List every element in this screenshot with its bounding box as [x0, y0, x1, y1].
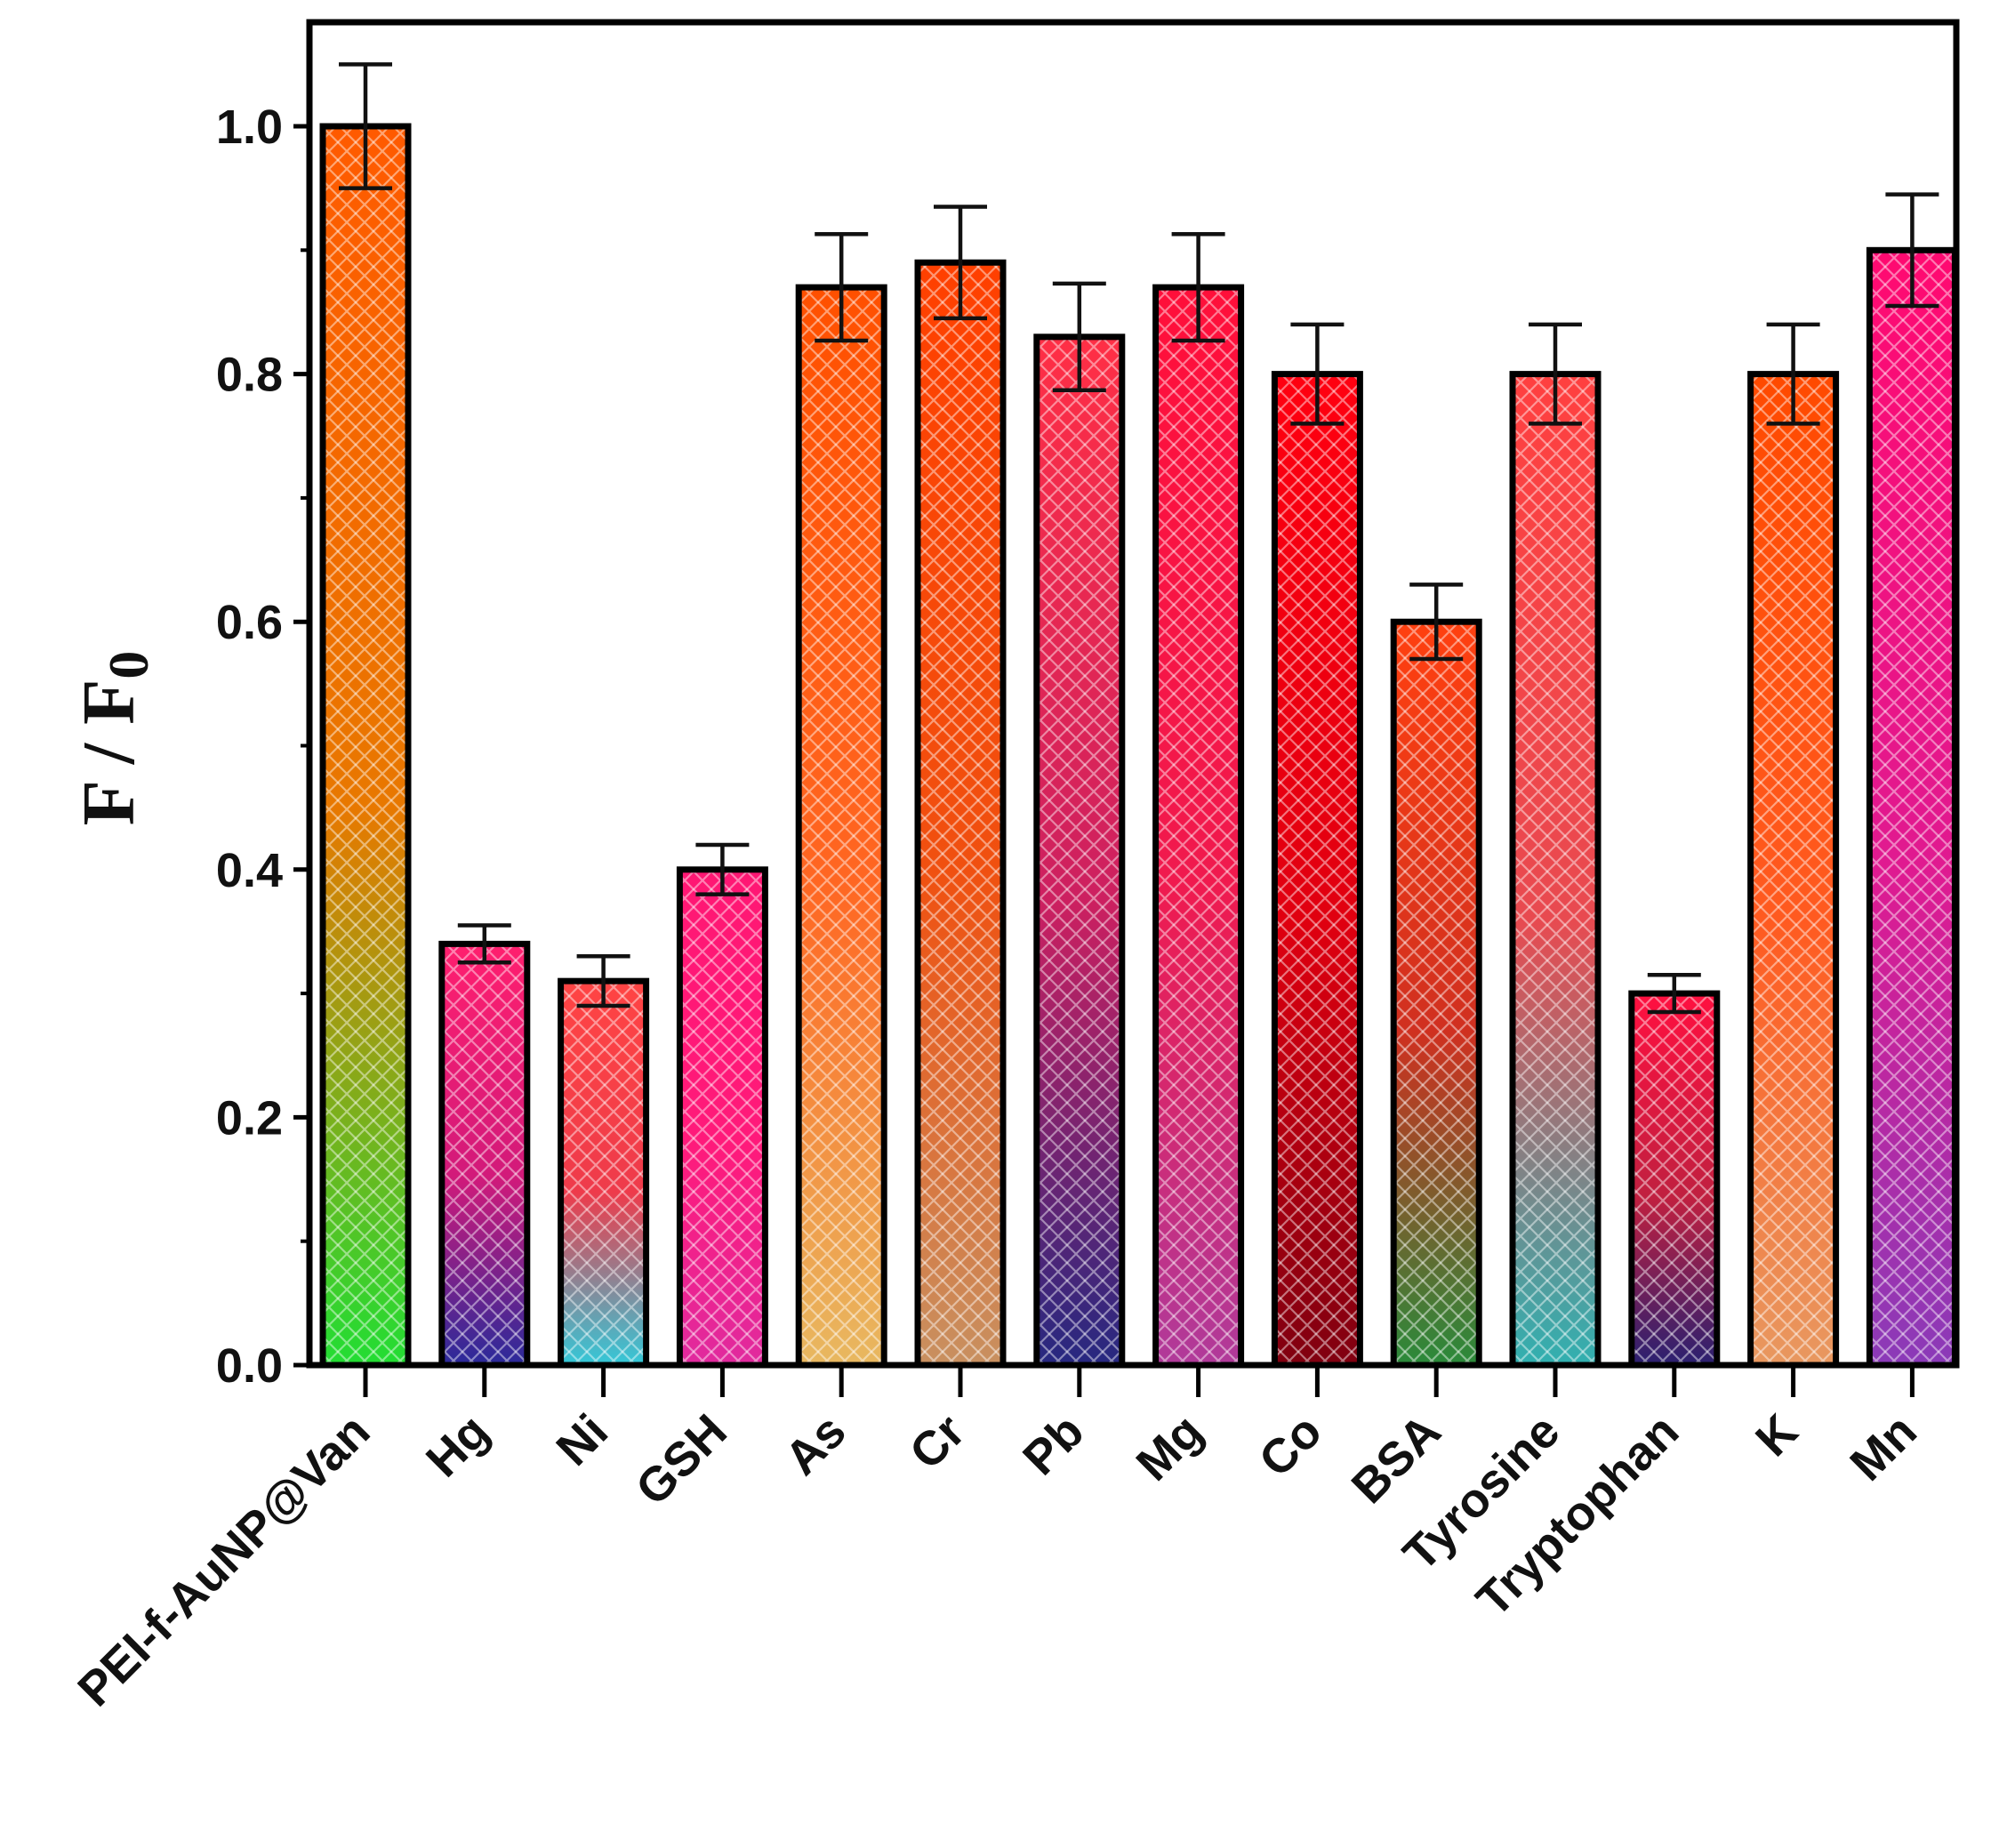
bar-group: [795, 284, 887, 1369]
error-bar: [457, 923, 511, 965]
bar-outline: [319, 123, 412, 1369]
error-bar: [1171, 231, 1225, 343]
error-bar: [1290, 322, 1345, 426]
bar-outline: [438, 940, 531, 1369]
bar-group: [1628, 990, 1721, 1369]
bar-outline: [1152, 284, 1245, 1369]
bar-group: [558, 977, 650, 1369]
error-bar: [1647, 972, 1701, 1015]
bar-group: [914, 259, 1007, 1369]
bar-outline: [795, 284, 887, 1369]
y-tick-label: 0.6: [216, 596, 283, 649]
x-tick-label: Mn: [1840, 1404, 1927, 1491]
x-tick-label: GSH: [626, 1404, 737, 1515]
y-axis-label-main: F / F: [68, 679, 150, 826]
x-axis: PEI-f-AuNP@Van Hg Ni GSH As Cr Pb Mg Co BSATyrosi…: [68, 1365, 1927, 1716]
bar-group: [1271, 371, 1363, 1369]
error-bars-layer: [339, 62, 1939, 1015]
bar-group: [1033, 333, 1126, 1369]
bar-outline: [914, 259, 1007, 1369]
error-bar: [339, 62, 392, 190]
bar-outline: [676, 866, 768, 1369]
bar-outline: [1747, 371, 1840, 1369]
y-tick-label: 1.0: [216, 100, 283, 154]
y-axis-label: F / F0: [68, 651, 160, 826]
bar-outline: [1271, 371, 1363, 1369]
error-bar: [1885, 192, 1939, 309]
y-tick-label: 0.8: [216, 349, 283, 402]
bar-outline: [1628, 990, 1721, 1369]
x-tick-label: PEI-f-AuNP@Van: [68, 1404, 380, 1716]
y-axis-label-subscript: 0: [97, 651, 160, 679]
x-tick-label: Pb: [1013, 1404, 1094, 1485]
plot-frame: [306, 19, 1960, 1369]
bar-group: [319, 123, 412, 1369]
bar-outline: [1390, 618, 1482, 1369]
x-tick-label: K: [1746, 1404, 1808, 1466]
bar-group: [676, 866, 768, 1369]
error-bar: [815, 231, 869, 343]
bar-outline: [1033, 333, 1126, 1369]
error-bar: [1052, 281, 1106, 392]
error-bar: [1766, 322, 1820, 426]
bar-group: [1509, 371, 1602, 1369]
y-tick-label: 0.4: [216, 844, 283, 897]
error-bar: [934, 205, 987, 321]
x-tick-label: Hg: [416, 1404, 499, 1487]
x-tick-label: As: [775, 1404, 855, 1485]
bar-group: [438, 940, 531, 1369]
error-bar: [1529, 322, 1582, 426]
bar-outline: [558, 977, 650, 1369]
error-bar: [1409, 583, 1464, 662]
y-tick-label: 0.0: [216, 1339, 283, 1393]
bars-layer: [319, 123, 1958, 1369]
bar-group: [1866, 246, 1958, 1369]
x-tick-label: Ni: [546, 1404, 618, 1476]
error-bar: [576, 954, 630, 1008]
bar-outline: [1866, 246, 1958, 1369]
y-axis: 0.0 0.2 0.4 0.6 0.8 1.0: [216, 100, 309, 1393]
x-tick-label: Cr: [900, 1404, 975, 1480]
bar-group: [1152, 284, 1245, 1369]
bar-outline: [1509, 371, 1602, 1369]
x-tick-label: Mg: [1127, 1404, 1214, 1491]
x-tick-label: Co: [1249, 1404, 1332, 1487]
error-bar: [695, 842, 750, 896]
x-tick-label: BSA: [1342, 1404, 1451, 1514]
y-tick-label: 0.2: [216, 1091, 283, 1145]
bar-group: [1747, 371, 1840, 1369]
bar-group: [1390, 618, 1482, 1369]
